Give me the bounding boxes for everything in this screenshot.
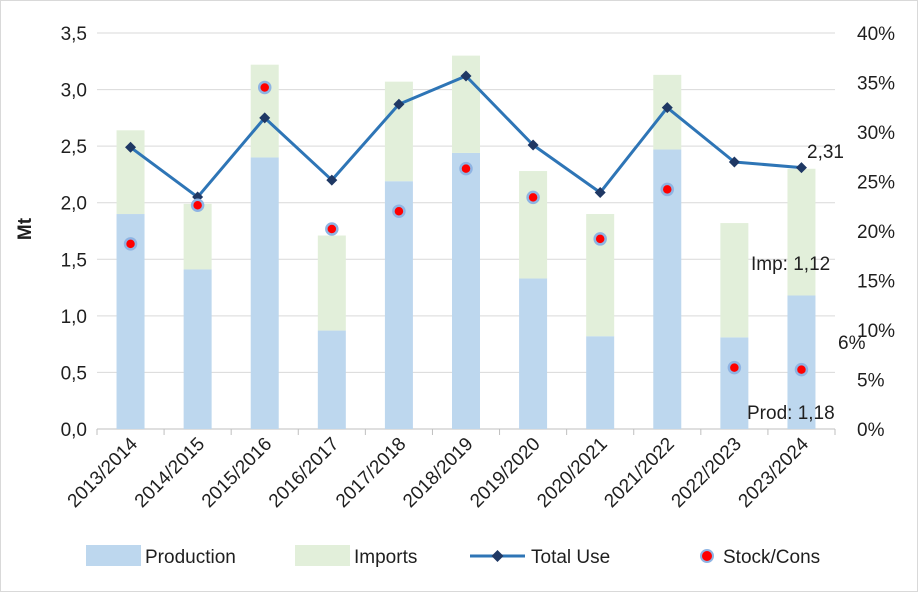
imports-bar <box>787 168 816 296</box>
stock-cons-point <box>727 360 742 375</box>
stock-cons-point <box>190 198 205 213</box>
legend-production-label: Production <box>145 547 236 568</box>
y2-tick-label: 35% <box>857 74 895 95</box>
production-bar <box>384 181 413 429</box>
imports-bar <box>519 171 548 279</box>
total-use-marker <box>125 141 137 153</box>
bars <box>116 55 816 429</box>
y2-tick-label: 0% <box>857 420 885 441</box>
total-use-line-layer <box>125 70 807 203</box>
legend-stock-cons-marker <box>700 549 714 563</box>
y-tick-label: 3,5 <box>61 24 87 45</box>
y-tick-label: 1,0 <box>61 307 87 328</box>
stock-cons-point <box>593 232 607 246</box>
legend-stock-cons-label: Stock/Cons <box>723 547 820 568</box>
x-tick-label: 2016/2017 <box>265 434 343 512</box>
y2-tick-label: 30% <box>857 123 895 144</box>
production-bar <box>250 157 279 429</box>
y-axis-title: Mt <box>15 217 36 240</box>
total-use-marker <box>259 112 271 124</box>
production-last-label: Prod: 1,18 <box>747 403 835 424</box>
total-use-marker <box>594 187 606 199</box>
production-bar <box>787 295 816 429</box>
x-tick-label: 2015/2016 <box>198 434 276 512</box>
imports-bar <box>720 223 749 338</box>
x-tick-label: 2022/2023 <box>668 434 746 512</box>
x-tick-label: 2021/2022 <box>600 434 678 512</box>
stock-cons-point <box>257 80 272 95</box>
production-bar <box>317 330 346 429</box>
y-tick-label: 2,5 <box>61 137 87 158</box>
production-bar <box>586 336 615 429</box>
x-tick-label: 2014/2015 <box>131 434 209 512</box>
total-use-marker <box>728 156 740 168</box>
total-use-marker <box>326 174 338 186</box>
y2-tick-label: 15% <box>857 272 895 293</box>
imports-bar <box>250 64 279 158</box>
y-tick-label: 3,0 <box>61 81 87 102</box>
imports-bar <box>452 55 480 153</box>
x-tick-label: 2020/2021 <box>533 434 611 512</box>
stock-cons-point <box>123 237 138 251</box>
y2-tick-label: 10% <box>857 321 895 342</box>
stock-cons-point <box>794 362 809 377</box>
production-bar <box>452 152 480 429</box>
imports-last-label: Imp: 1,12 <box>751 254 830 275</box>
x-tick-label: 2018/2019 <box>399 434 477 512</box>
legend-imports-swatch <box>295 545 350 566</box>
x-tick-label: 2017/2018 <box>332 434 410 512</box>
legend-imports-label: Imports <box>354 547 417 568</box>
stock-cons-point <box>660 182 675 197</box>
y2-tick-label: 40% <box>857 24 895 45</box>
total-use-last-label: 2,31 <box>807 142 844 163</box>
x-tick-label: 2023/2024 <box>735 433 814 512</box>
production-bar <box>720 337 749 429</box>
y2-tick-label: 25% <box>857 173 895 194</box>
total-use-marker <box>795 162 807 174</box>
stock-cons-last-label: 6% <box>838 333 866 354</box>
total-use-marker <box>661 102 673 114</box>
imports-bar <box>183 203 212 270</box>
imports-bar <box>384 81 413 182</box>
y2-tick-label: 20% <box>857 222 895 243</box>
legend-total-use-label: Total Use <box>531 547 610 568</box>
y2-tick-label: 5% <box>857 371 885 392</box>
stock-cons-point <box>325 222 339 236</box>
stock-cons-point <box>526 190 540 205</box>
legend-production-swatch <box>86 545 141 566</box>
y-tick-label: 0,0 <box>61 420 87 441</box>
y-tick-label: 2,0 <box>61 194 87 215</box>
y-tick-label: 1,5 <box>61 250 87 271</box>
x-tick-label: 2019/2020 <box>466 434 544 512</box>
y-tick-label: 0,5 <box>61 363 87 384</box>
imports-bar <box>317 235 346 331</box>
legend: Production Imports Total Use Stock/Cons <box>86 545 820 568</box>
x-tick-label: 2013/2014 <box>64 433 143 512</box>
total-use-marker <box>460 70 472 82</box>
total-use-marker <box>393 98 405 110</box>
production-bar <box>183 269 212 429</box>
legend-total-use-marker <box>491 550 504 562</box>
total-use-marker <box>527 139 539 151</box>
stock-cons-point <box>459 161 473 176</box>
stock-cons-points <box>123 80 809 377</box>
production-bar <box>519 278 548 429</box>
stock-cons-point <box>392 204 406 218</box>
